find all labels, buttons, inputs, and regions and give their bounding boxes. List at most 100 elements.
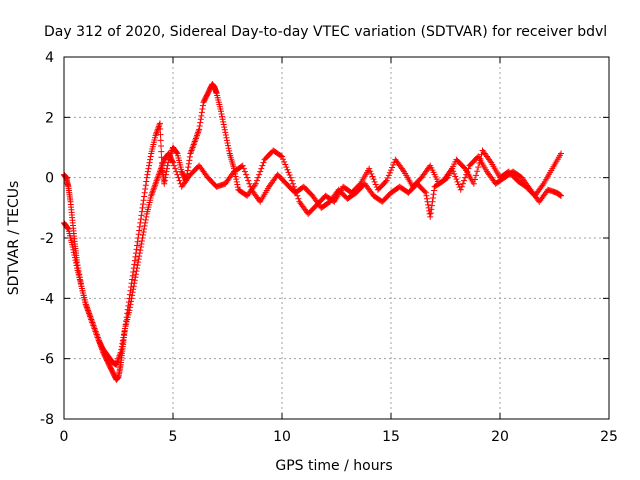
data-point xyxy=(72,257,79,264)
data-point xyxy=(451,170,458,177)
data-point xyxy=(453,176,460,183)
data-point xyxy=(185,164,192,171)
data-point xyxy=(141,193,148,200)
data-point xyxy=(240,165,247,172)
data-point xyxy=(143,213,150,220)
series-0 xyxy=(61,81,565,383)
data-point xyxy=(118,343,125,350)
data-point xyxy=(463,171,470,178)
data-point xyxy=(186,153,193,160)
data-point xyxy=(280,156,287,163)
data-point xyxy=(233,176,240,183)
data-point xyxy=(221,124,228,131)
data-point xyxy=(126,307,133,314)
data-point xyxy=(220,118,227,125)
data-point xyxy=(156,120,163,127)
data-point xyxy=(450,168,457,175)
data-point xyxy=(282,161,289,168)
data-point xyxy=(169,158,176,165)
data-point xyxy=(131,261,138,268)
data-point xyxy=(157,126,164,133)
data-point xyxy=(128,295,135,302)
y-tick-label: -6 xyxy=(40,352,54,368)
data-point xyxy=(142,182,149,189)
data-point xyxy=(222,129,229,136)
data-point xyxy=(198,109,205,116)
data-point xyxy=(73,262,80,269)
data-point xyxy=(118,346,125,353)
data-point xyxy=(425,201,432,208)
data-point xyxy=(461,177,468,184)
data-point xyxy=(158,148,165,155)
data-point xyxy=(423,192,430,199)
data-point xyxy=(157,131,164,138)
x-tick-label: 10 xyxy=(273,429,291,445)
x-tick-label: 15 xyxy=(382,429,400,445)
data-point xyxy=(140,201,147,208)
data-point xyxy=(134,262,141,269)
data-point xyxy=(196,123,203,130)
data-point xyxy=(136,253,143,260)
data-point xyxy=(140,228,147,235)
data-point xyxy=(173,149,180,156)
data-point xyxy=(426,210,433,217)
data-point xyxy=(185,160,192,167)
data-point xyxy=(141,225,148,232)
data-point xyxy=(157,137,164,144)
data-point xyxy=(283,164,290,171)
data-point xyxy=(136,250,143,257)
data-point xyxy=(369,173,376,180)
data-point xyxy=(71,251,78,258)
data-point xyxy=(135,256,142,263)
y-tick-label: -2 xyxy=(40,231,54,247)
data-point xyxy=(390,161,397,168)
data-point xyxy=(143,174,150,181)
data-point xyxy=(234,184,241,191)
data-point xyxy=(367,168,374,175)
data-point xyxy=(144,171,151,178)
data-point xyxy=(558,150,565,157)
plot-frame xyxy=(63,56,610,420)
data-point xyxy=(246,180,253,187)
data-point xyxy=(176,177,183,184)
data-point xyxy=(131,277,138,284)
data-point xyxy=(239,162,246,169)
data-point xyxy=(130,283,137,290)
data-point xyxy=(171,162,178,169)
data-point xyxy=(145,165,152,172)
data-point xyxy=(131,257,138,264)
y-tick-label: 4 xyxy=(45,50,54,66)
data-point xyxy=(175,174,182,181)
data-point xyxy=(253,177,260,184)
data-point xyxy=(385,172,392,179)
data-point xyxy=(287,174,294,181)
tick-layer: 0 5 10 15 20 25 -8 -6 -4 -2 0 2 4 xyxy=(40,50,618,445)
data-point xyxy=(142,216,149,223)
data-point xyxy=(138,212,145,219)
y-tick-label: -4 xyxy=(40,291,54,307)
data-point xyxy=(139,235,146,241)
data-point xyxy=(140,231,147,238)
data-point xyxy=(138,238,145,245)
data-point xyxy=(225,145,232,152)
data-point xyxy=(134,265,141,272)
data-point xyxy=(384,175,391,182)
data-point xyxy=(427,213,434,220)
data-point xyxy=(220,121,227,128)
data-point xyxy=(146,162,153,169)
data-point xyxy=(465,165,472,172)
data-point xyxy=(146,159,153,166)
data-point xyxy=(170,159,176,166)
data-point xyxy=(421,188,428,195)
data-point xyxy=(224,139,231,146)
data-point xyxy=(132,253,139,260)
data-layer xyxy=(61,81,565,383)
data-point xyxy=(289,180,296,187)
data-point xyxy=(164,162,171,169)
data-point xyxy=(462,174,469,181)
data-point xyxy=(389,164,396,171)
data-point xyxy=(120,331,127,338)
data-point xyxy=(221,126,228,133)
data-point xyxy=(135,231,142,238)
